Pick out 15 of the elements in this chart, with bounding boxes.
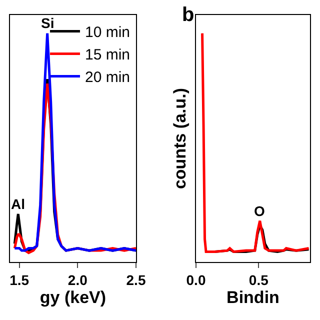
annotation: Si [41, 15, 54, 31]
legend-label: 10 min [85, 24, 130, 42]
x-tick-label: 1.5 [10, 272, 30, 288]
x-tick-label: 0.0 [186, 272, 206, 288]
legend-label: 15 min [85, 46, 130, 64]
x-tick-label: 2.5 [126, 272, 146, 288]
legend-label: 20 min [85, 69, 130, 86]
annotation: O [254, 203, 265, 219]
text: b [182, 4, 194, 26]
x-tick-label: 0.5 [248, 272, 269, 288]
y-axis-title: counts (a.u.) [170, 88, 190, 190]
x-axis-title: Bindin [226, 288, 280, 308]
annotation: Al [11, 196, 25, 212]
x-tick-label: 2.0 [68, 272, 88, 288]
x-axis-title: gy (keV) [40, 288, 106, 308]
